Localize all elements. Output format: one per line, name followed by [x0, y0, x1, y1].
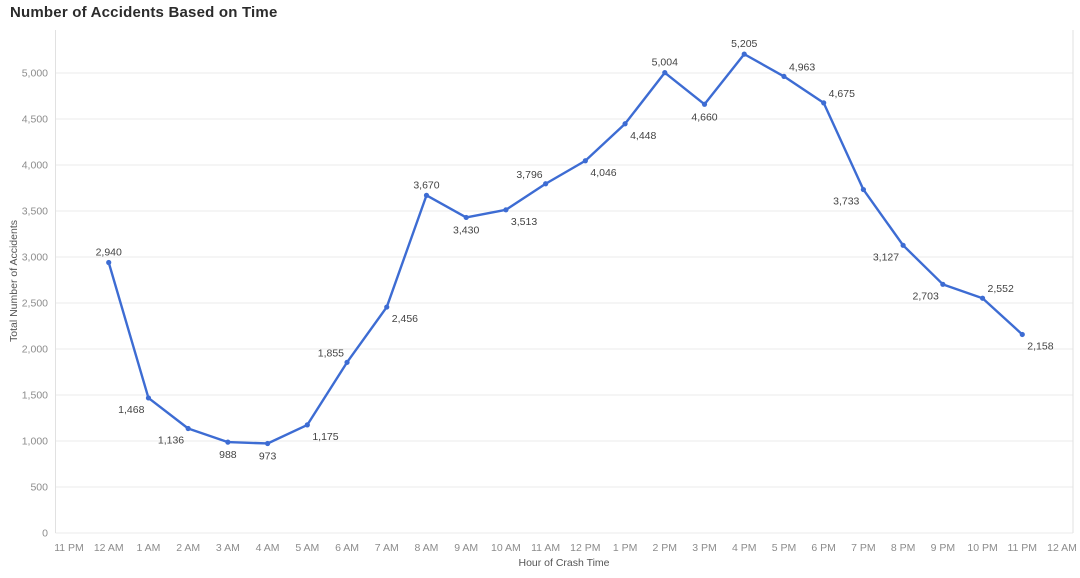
- data-point-marker[interactable]: [265, 440, 271, 447]
- x-tick-label: 1 AM: [136, 542, 160, 554]
- data-point-label: 5,205: [731, 38, 757, 50]
- data-point-marker[interactable]: [304, 422, 310, 428]
- x-tick-label: 11 AM: [531, 542, 560, 554]
- x-tick-label: 8 PM: [891, 542, 916, 554]
- data-point-label: 2,552: [988, 283, 1014, 295]
- x-tick-label: 12 PM: [570, 542, 600, 554]
- x-tick-label: 10 PM: [967, 542, 997, 554]
- data-point-label: 3,670: [413, 179, 439, 191]
- data-point-marker[interactable]: [979, 295, 986, 301]
- data-point-label: 5,004: [652, 57, 678, 69]
- x-tick-label: 2 AM: [176, 542, 200, 554]
- y-tick-label: 5,000: [22, 68, 48, 80]
- y-tick-label: 3,000: [22, 252, 48, 264]
- data-point-marker[interactable]: [145, 395, 152, 401]
- x-tick-label: 9 PM: [931, 542, 956, 554]
- x-tick-label: 6 PM: [811, 542, 836, 554]
- data-point-marker[interactable]: [940, 281, 946, 287]
- y-tick-label: 1,500: [22, 390, 48, 402]
- x-tick-label: 9 AM: [454, 542, 478, 554]
- data-point-label: 1,468: [118, 404, 144, 416]
- data-point-marker[interactable]: [900, 242, 906, 248]
- data-point-label: 3,796: [516, 169, 542, 181]
- data-point-marker[interactable]: [106, 259, 112, 266]
- x-tick-label: 4 PM: [732, 542, 757, 554]
- data-point-marker[interactable]: [225, 439, 231, 445]
- data-point-label: 3,733: [833, 196, 859, 208]
- y-tick-label: 4,000: [22, 160, 48, 172]
- y-tick-label: 500: [30, 482, 48, 494]
- data-point-label: 2,456: [392, 313, 418, 325]
- x-tick-label: 7 PM: [851, 542, 876, 554]
- x-tick-label: 4 AM: [256, 542, 280, 554]
- chart-title: Number of Accidents Based on Time: [10, 4, 278, 21]
- data-point-marker[interactable]: [463, 214, 469, 221]
- y-tick-label: 4,500: [22, 114, 48, 126]
- data-point-marker[interactable]: [622, 121, 628, 127]
- x-tick-label: 3 AM: [216, 542, 240, 554]
- data-point-label: 3,127: [873, 251, 899, 263]
- y-tick-label: 2,500: [22, 298, 48, 310]
- y-tick-label: 2,000: [22, 344, 48, 356]
- data-point-label: 4,963: [789, 61, 815, 73]
- data-point-marker[interactable]: [662, 70, 668, 76]
- data-point-label: 1,855: [318, 347, 344, 359]
- data-point-marker[interactable]: [344, 359, 350, 365]
- data-point-marker[interactable]: [384, 304, 390, 310]
- data-point-marker[interactable]: [781, 73, 787, 80]
- x-tick-label: 12 AM: [94, 542, 124, 554]
- y-tick-label: 0: [42, 528, 48, 540]
- data-point-label: 2,703: [913, 290, 939, 302]
- data-point-label: 1,136: [158, 434, 184, 446]
- data-point-marker[interactable]: [1019, 331, 1025, 338]
- x-tick-label: 12 AM: [1047, 542, 1077, 554]
- y-tick-label: 3,500: [22, 206, 48, 218]
- x-tick-label: 8 AM: [415, 542, 439, 554]
- x-tick-label: 5 PM: [772, 542, 797, 554]
- data-point-label: 3,513: [511, 216, 537, 228]
- data-point-marker[interactable]: [185, 425, 191, 432]
- x-tick-label: 10 AM: [491, 542, 521, 554]
- trend-line: [107, 52, 1024, 445]
- x-tick-label: 1 PM: [613, 542, 638, 554]
- data-point-marker[interactable]: [582, 158, 588, 164]
- data-point-marker[interactable]: [741, 51, 747, 57]
- data-point-marker[interactable]: [503, 207, 509, 213]
- data-point-label: 973: [259, 450, 277, 462]
- data-point-marker[interactable]: [543, 181, 549, 187]
- data-point-marker[interactable]: [701, 101, 708, 107]
- data-point-label: 1,175: [312, 431, 338, 443]
- x-tick-label: 7 AM: [375, 542, 399, 554]
- data-point-marker[interactable]: [423, 192, 430, 198]
- data-point-label: 2,158: [1027, 340, 1053, 352]
- data-point-label: 2,940: [96, 247, 122, 259]
- data-point-label: 4,046: [590, 167, 616, 179]
- data-point-label: 4,448: [630, 130, 656, 142]
- x-axis-title: Hour of Crash Time: [518, 557, 610, 569]
- data-point-marker[interactable]: [860, 186, 867, 193]
- data-point-label: 4,675: [829, 88, 855, 100]
- x-tick-label: 11 PM: [1007, 542, 1037, 554]
- x-tick-label: 6 AM: [335, 542, 359, 554]
- data-point-label: 4,660: [691, 111, 717, 123]
- x-tick-label: 5 AM: [295, 542, 319, 554]
- x-tick-label: 3 PM: [692, 542, 717, 554]
- data-point-marker[interactable]: [821, 100, 827, 106]
- x-tick-label: 2 PM: [653, 542, 678, 554]
- x-tick-label: 11 PM: [54, 542, 84, 554]
- y-tick-label: 1,000: [22, 436, 48, 448]
- data-point-label: 988: [219, 449, 237, 461]
- data-point-label: 3,430: [453, 224, 479, 236]
